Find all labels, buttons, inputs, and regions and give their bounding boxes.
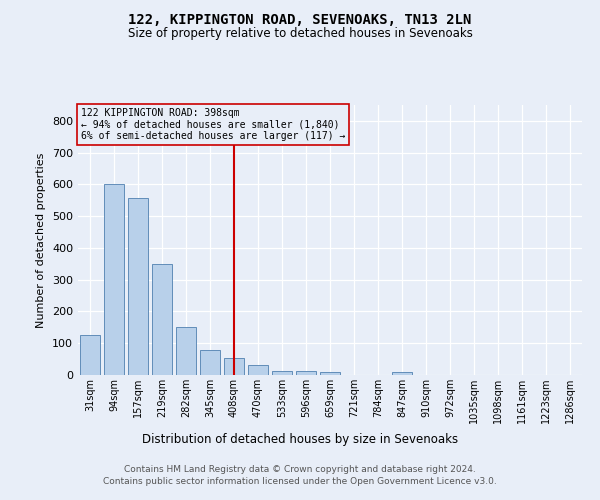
Bar [80, 336, 100, 375]
Text: Distribution of detached houses by size in Sevenoaks: Distribution of detached houses by size … [142, 432, 458, 446]
Bar [248, 366, 268, 375]
Y-axis label: Number of detached properties: Number of detached properties [37, 152, 46, 328]
Bar [152, 264, 172, 375]
Bar [176, 328, 196, 375]
Text: 122 KIPPINGTON ROAD: 398sqm
← 94% of detached houses are smaller (1,840)
6% of s: 122 KIPPINGTON ROAD: 398sqm ← 94% of det… [80, 108, 345, 141]
Bar [128, 198, 148, 375]
Bar [272, 371, 292, 375]
Bar [224, 358, 244, 375]
Bar [296, 371, 316, 375]
Bar [104, 184, 124, 375]
Text: Contains public sector information licensed under the Open Government Licence v3: Contains public sector information licen… [103, 478, 497, 486]
Text: Size of property relative to detached houses in Sevenoaks: Size of property relative to detached ho… [128, 28, 472, 40]
Bar [200, 350, 220, 375]
Bar [320, 372, 340, 375]
Bar [392, 372, 412, 375]
Text: 122, KIPPINGTON ROAD, SEVENOAKS, TN13 2LN: 122, KIPPINGTON ROAD, SEVENOAKS, TN13 2L… [128, 12, 472, 26]
Text: Contains HM Land Registry data © Crown copyright and database right 2024.: Contains HM Land Registry data © Crown c… [124, 465, 476, 474]
